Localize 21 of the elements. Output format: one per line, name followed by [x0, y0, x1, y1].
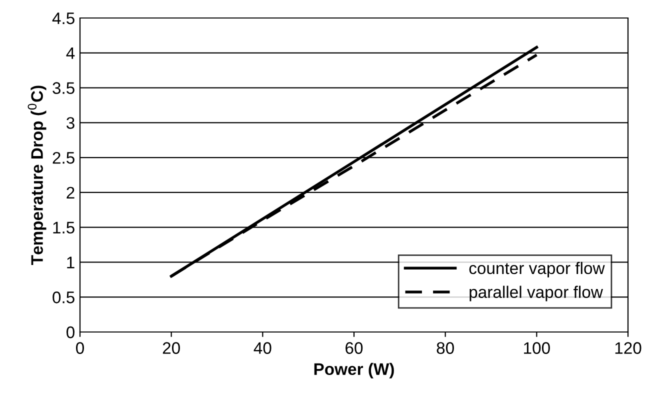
y-tick-label: 2: [66, 186, 74, 198]
x-tick-label: 80: [436, 342, 454, 354]
x-tick-label: 100: [524, 342, 550, 354]
y-tick-label: 4: [66, 47, 75, 59]
y-tick-label: 2.5: [52, 152, 74, 164]
x-tick-label: 20: [162, 342, 180, 354]
y-tick-label: 1.5: [53, 222, 74, 234]
y-tick-label: 0.5: [52, 292, 74, 304]
x-tick-label: 40: [254, 342, 272, 354]
y-tick-label: 0: [66, 326, 74, 338]
x-tick-label: 120: [615, 342, 642, 354]
x-tick-label: 60: [346, 342, 363, 354]
y-tick-label: 4.5: [52, 12, 74, 24]
legend-label: counter vapor flow: [469, 262, 605, 278]
y-axis-title: Temperature Drop ($^{0}$C): [28, 86, 46, 265]
y-tick-label: 3: [66, 117, 74, 129]
x-tick-label: 0: [76, 342, 84, 354]
legend-label: parallel vapor flow: [470, 286, 603, 302]
x-axis-title: Power (W): [314, 362, 394, 378]
y-tick-label: 3.5: [52, 82, 74, 94]
y-tick-label: 1: [67, 256, 74, 268]
